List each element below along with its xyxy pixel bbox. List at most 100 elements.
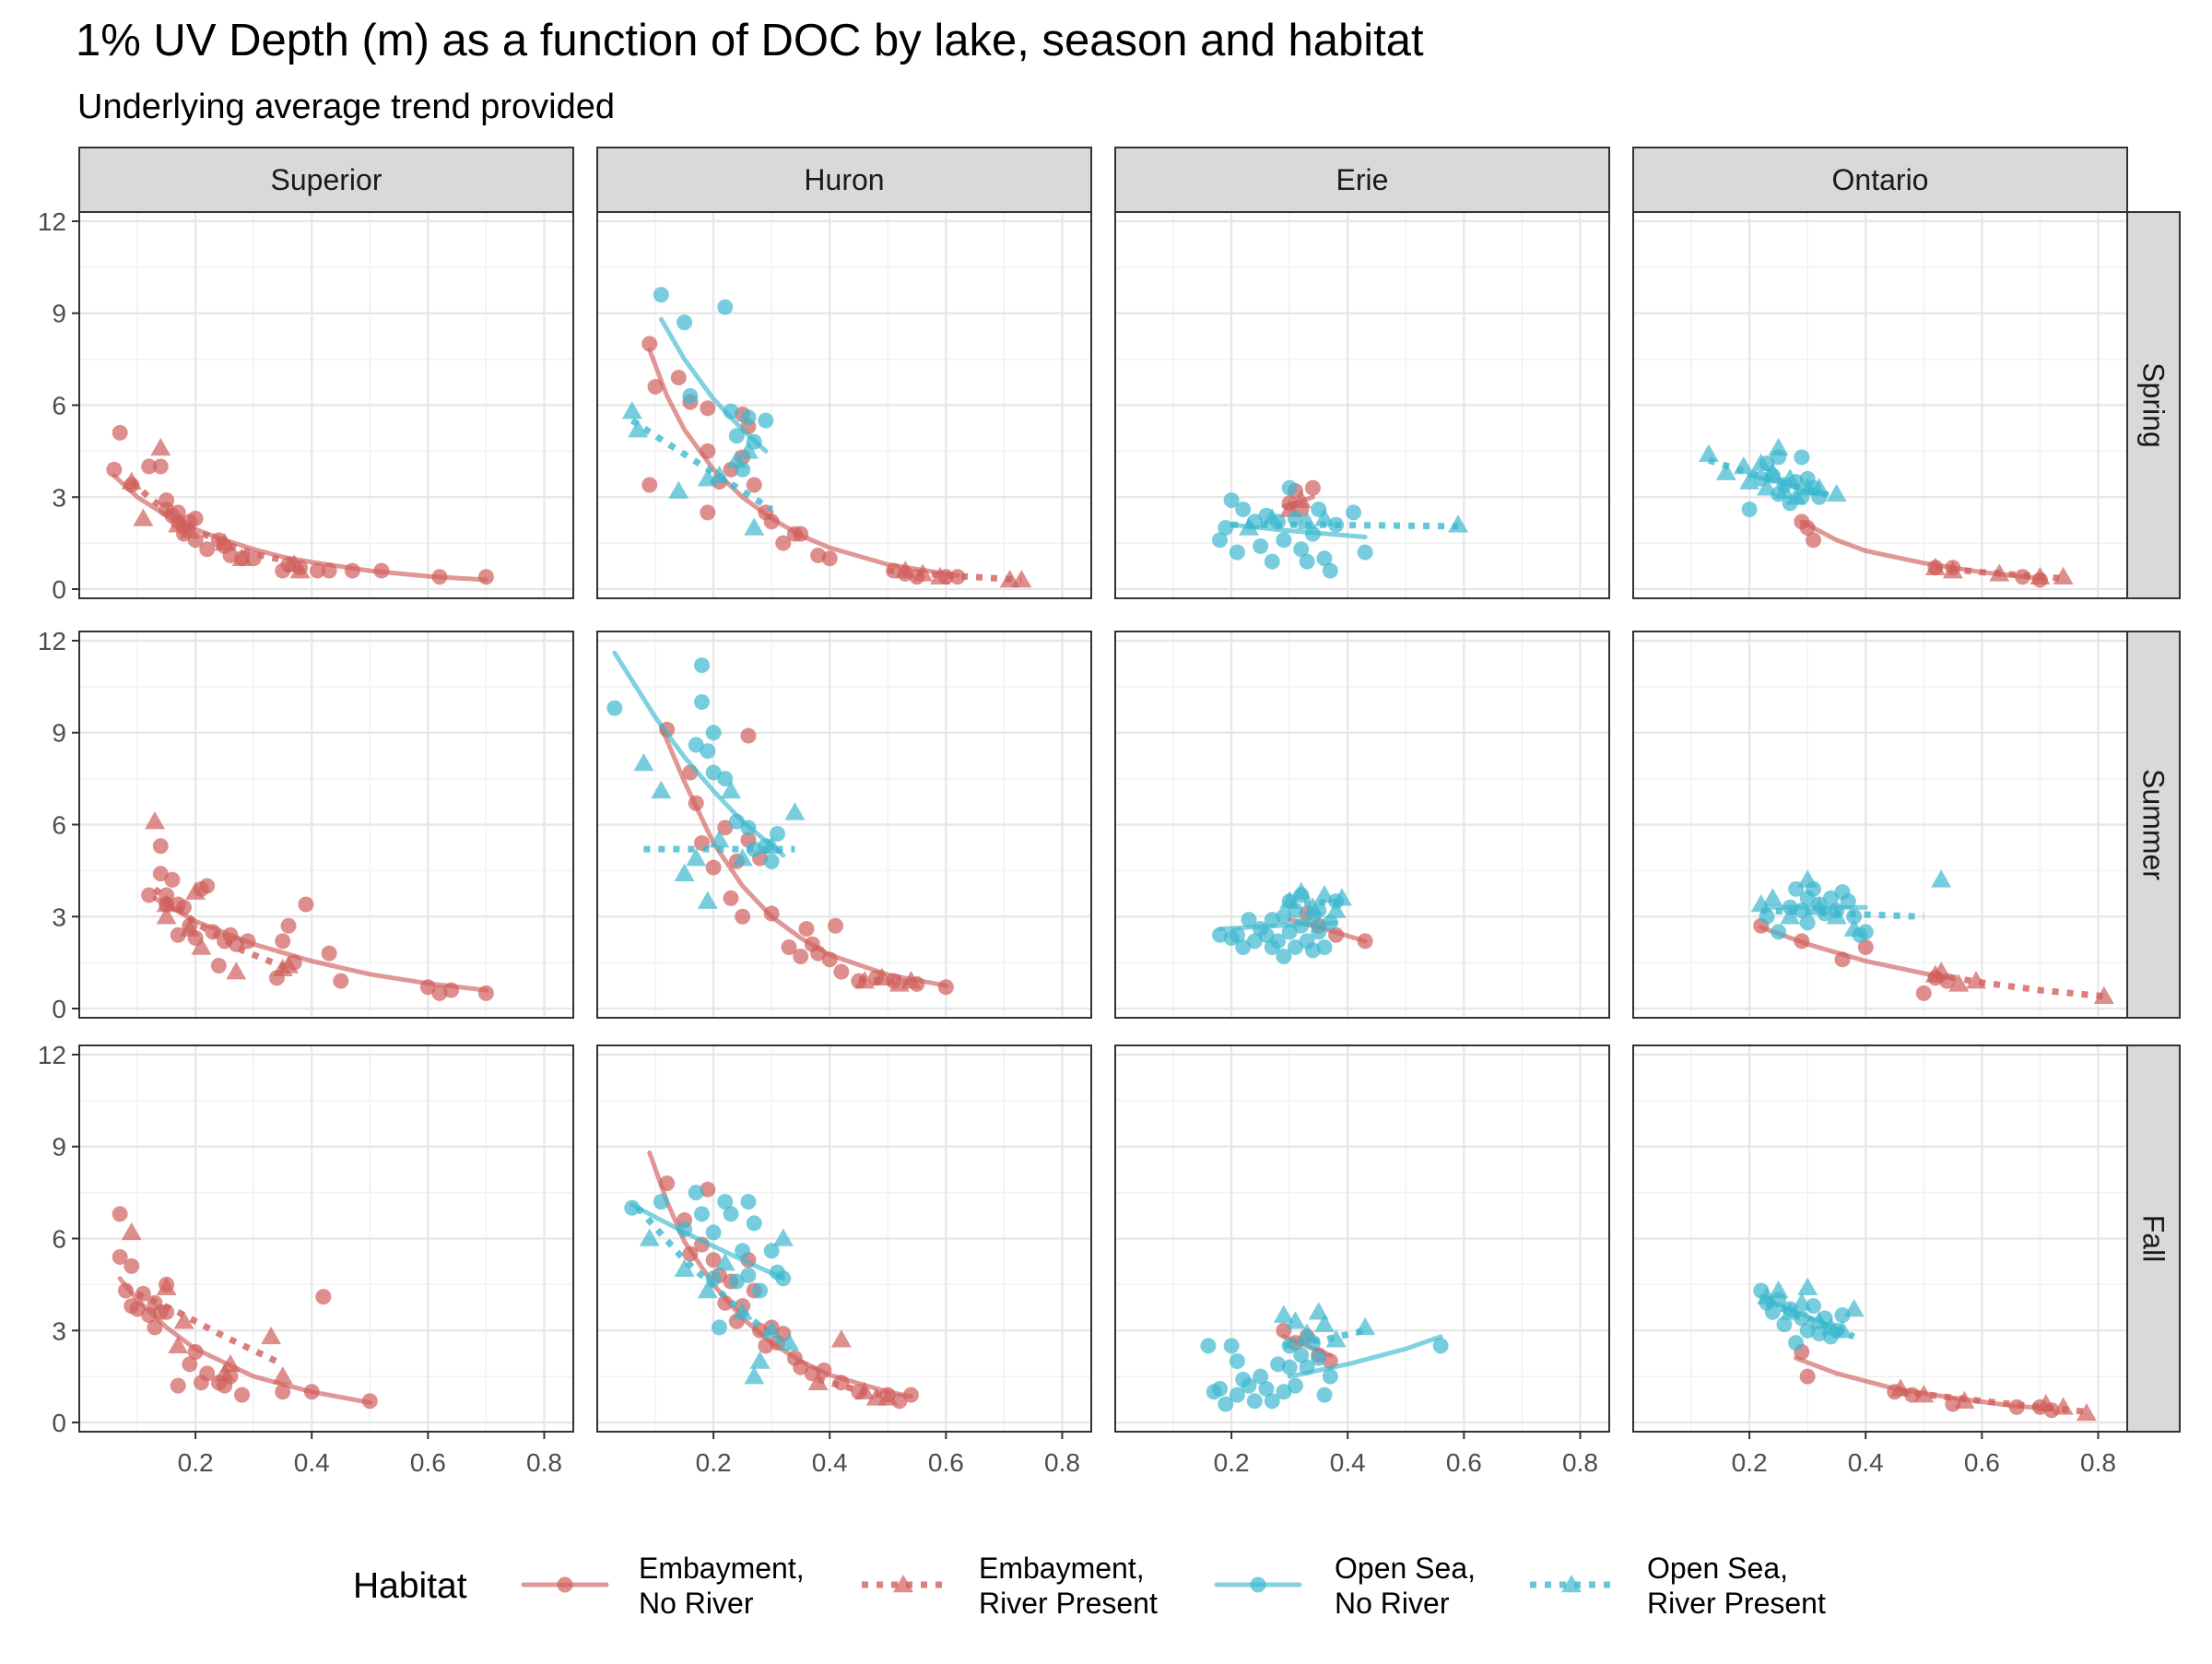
legend: Habitat Embayment,No RiverEmbayment,River… bbox=[353, 1552, 1826, 1620]
data-point bbox=[168, 514, 189, 533]
facet-strip-huron: Huron bbox=[596, 147, 1092, 213]
data-point bbox=[1218, 520, 1234, 537]
panel-huron-spring bbox=[596, 211, 1092, 599]
data-point bbox=[1308, 1302, 1329, 1320]
x-tick-label: 0.4 bbox=[1848, 1448, 1884, 1477]
data-point bbox=[121, 1221, 142, 1241]
data-point bbox=[1235, 939, 1252, 956]
data-point bbox=[1741, 502, 1758, 518]
x-tick-label: 0.4 bbox=[294, 1448, 330, 1477]
x-tick-label: 0.4 bbox=[812, 1448, 848, 1477]
x-axis: 0.2 0.4 0.6 0.8 bbox=[696, 1432, 1080, 1477]
data-point bbox=[705, 1252, 722, 1269]
data-point bbox=[1290, 881, 1312, 900]
grid-lines bbox=[597, 212, 1091, 598]
data-point bbox=[694, 693, 711, 710]
x-tick-label: 0.6 bbox=[410, 1448, 446, 1477]
facet-strip-label: Ontario bbox=[1832, 163, 1929, 196]
data-point bbox=[1322, 1368, 1338, 1385]
series-os_rp bbox=[1757, 1277, 1865, 1340]
data-point bbox=[674, 863, 695, 881]
data-point bbox=[1834, 1307, 1851, 1324]
data-point bbox=[705, 1224, 722, 1241]
data-point bbox=[147, 1319, 163, 1336]
data-point bbox=[1229, 544, 1245, 561]
data-point bbox=[187, 511, 204, 527]
data-point bbox=[1773, 480, 1794, 499]
x-tick-label: 0.2 bbox=[696, 1448, 732, 1477]
data-point bbox=[1325, 900, 1347, 918]
data-point bbox=[1218, 1396, 1234, 1412]
data-point bbox=[735, 908, 751, 925]
data-point bbox=[700, 743, 716, 760]
data-point bbox=[1241, 912, 1257, 928]
trend-line bbox=[1287, 1334, 1443, 1379]
data-point bbox=[1698, 443, 1719, 462]
data-point bbox=[705, 764, 722, 781]
x-tick-label: 0.6 bbox=[1964, 1448, 2000, 1477]
data-point bbox=[1768, 438, 1789, 456]
x-tick-label: 0.8 bbox=[526, 1448, 562, 1477]
x-tick-label: 0.8 bbox=[1044, 1448, 1080, 1477]
data-point bbox=[152, 458, 169, 475]
data-point bbox=[746, 477, 762, 493]
y-tick-label: 9 bbox=[52, 719, 66, 748]
data-point bbox=[717, 771, 734, 787]
data-point bbox=[1857, 939, 1874, 956]
data-point bbox=[1229, 1353, 1245, 1370]
data-point bbox=[682, 388, 699, 405]
y-tick-label: 3 bbox=[52, 1316, 66, 1345]
data-point bbox=[275, 933, 291, 950]
data-point bbox=[156, 893, 177, 913]
data-point bbox=[1223, 1338, 1240, 1354]
data-point bbox=[2093, 985, 2114, 1004]
data-point bbox=[1948, 974, 1970, 992]
trend-line bbox=[629, 418, 774, 513]
data-point bbox=[628, 419, 649, 438]
data-point bbox=[1314, 1314, 1335, 1332]
trend-line bbox=[152, 895, 488, 993]
data-point bbox=[124, 1257, 140, 1274]
data-point bbox=[156, 906, 177, 925]
data-point bbox=[781, 939, 797, 956]
series-emb_nr bbox=[658, 721, 954, 996]
data-point bbox=[723, 1206, 739, 1222]
data-point bbox=[112, 1206, 128, 1222]
series-os_rp bbox=[1231, 508, 1469, 536]
trend-line bbox=[629, 1202, 786, 1281]
x-tick-label: 0.2 bbox=[178, 1448, 214, 1477]
data-point bbox=[1293, 1347, 1310, 1363]
trend-line bbox=[888, 567, 1022, 584]
data-point bbox=[624, 1199, 641, 1216]
data-point bbox=[1357, 544, 1373, 561]
trend-line bbox=[1935, 971, 2105, 1000]
data-point bbox=[694, 1206, 711, 1222]
x-axis: 0.2 0.4 0.6 0.8 bbox=[178, 1432, 562, 1477]
data-point bbox=[261, 1326, 282, 1345]
data-point bbox=[1246, 933, 1263, 950]
data-point bbox=[1788, 1335, 1805, 1351]
data-point bbox=[1287, 939, 1303, 956]
data-point bbox=[199, 878, 216, 894]
x-tick-label: 0.4 bbox=[1330, 1448, 1366, 1477]
data-point bbox=[711, 1319, 727, 1336]
data-point bbox=[1235, 502, 1252, 518]
y-tick-label: 6 bbox=[52, 392, 66, 420]
data-point bbox=[728, 1273, 745, 1290]
legend-label-line1: Embayment, bbox=[979, 1552, 1145, 1585]
y-axis: 0 3 6 9 12 bbox=[38, 1041, 79, 1437]
data-point bbox=[150, 438, 171, 456]
data-point bbox=[1212, 1380, 1229, 1397]
data-point bbox=[219, 1353, 241, 1373]
facet-strip-label: Spring bbox=[2137, 362, 2171, 448]
data-point bbox=[1270, 933, 1287, 950]
data-point bbox=[199, 541, 216, 558]
series-emb_nr bbox=[112, 1206, 378, 1410]
data-point bbox=[1253, 1368, 1269, 1385]
trend-line bbox=[152, 886, 290, 973]
trend-line bbox=[1760, 907, 1924, 920]
data-point bbox=[798, 921, 815, 938]
data-point bbox=[1764, 1304, 1781, 1320]
data-point bbox=[164, 871, 181, 888]
panel-ontario-spring bbox=[1632, 211, 2128, 599]
